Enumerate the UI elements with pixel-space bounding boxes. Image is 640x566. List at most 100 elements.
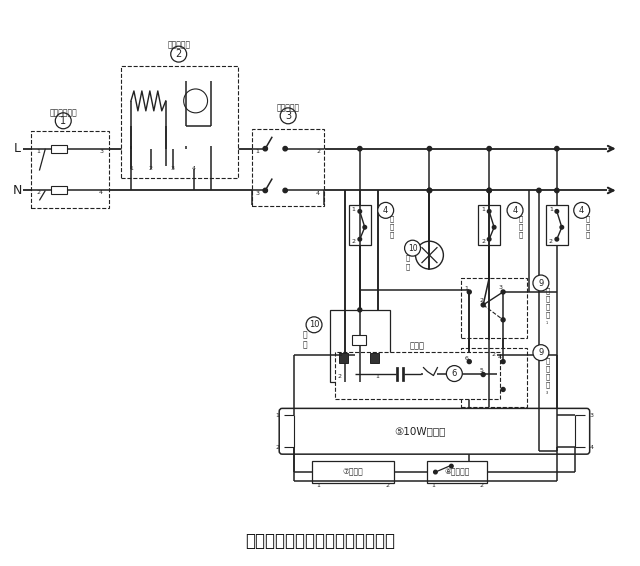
Text: 断: 断 xyxy=(586,215,590,222)
Text: 断: 断 xyxy=(519,215,524,222)
Bar xyxy=(396,367,398,380)
Text: 4: 4 xyxy=(513,206,518,215)
Text: 2: 2 xyxy=(481,239,485,244)
Bar xyxy=(335,351,500,400)
Bar xyxy=(51,186,67,195)
Circle shape xyxy=(358,308,362,312)
Circle shape xyxy=(501,290,505,294)
Bar xyxy=(31,131,109,208)
Circle shape xyxy=(507,203,523,218)
Text: 4: 4 xyxy=(589,445,594,450)
Text: 路: 路 xyxy=(390,223,394,230)
Text: 3: 3 xyxy=(498,285,502,290)
Bar xyxy=(428,461,487,483)
Circle shape xyxy=(487,147,492,151)
Circle shape xyxy=(537,188,541,192)
Text: 双刀胶壳开关: 双刀胶壳开关 xyxy=(49,108,77,117)
Text: 4: 4 xyxy=(579,206,584,215)
Text: 2: 2 xyxy=(386,483,390,488)
Circle shape xyxy=(487,188,492,192)
Circle shape xyxy=(481,372,485,376)
Circle shape xyxy=(404,240,420,256)
Text: 10: 10 xyxy=(308,320,319,329)
Circle shape xyxy=(280,108,296,124)
Text: 2: 2 xyxy=(36,190,40,195)
Text: 灯: 灯 xyxy=(406,255,410,261)
Text: 控: 控 xyxy=(546,365,550,372)
Bar xyxy=(349,205,371,245)
Circle shape xyxy=(560,225,564,229)
Circle shape xyxy=(573,203,589,218)
Bar xyxy=(339,353,348,363)
Circle shape xyxy=(283,147,287,151)
Circle shape xyxy=(488,237,491,241)
Text: 3: 3 xyxy=(589,413,594,418)
Bar xyxy=(461,278,527,338)
Text: 开: 开 xyxy=(546,373,550,380)
Text: 1: 1 xyxy=(431,483,435,488)
Bar xyxy=(330,310,390,381)
Circle shape xyxy=(263,188,268,192)
Text: 断: 断 xyxy=(390,215,394,222)
Bar xyxy=(461,348,527,408)
Text: 座: 座 xyxy=(303,340,307,349)
Bar xyxy=(370,353,379,363)
Text: 6: 6 xyxy=(465,356,468,361)
Circle shape xyxy=(358,209,362,213)
Text: 1: 1 xyxy=(465,286,468,291)
Bar xyxy=(352,335,366,345)
Text: 4: 4 xyxy=(191,166,196,171)
Circle shape xyxy=(555,147,559,151)
Circle shape xyxy=(446,366,462,381)
Text: 1: 1 xyxy=(36,149,40,154)
Circle shape xyxy=(487,188,492,192)
Circle shape xyxy=(415,241,444,269)
Text: 5: 5 xyxy=(479,368,483,373)
Circle shape xyxy=(533,275,549,291)
Circle shape xyxy=(467,359,471,363)
Bar xyxy=(401,367,404,380)
Text: 开: 开 xyxy=(546,303,550,310)
Text: 单相电度表: 单相电度表 xyxy=(167,41,190,50)
FancyBboxPatch shape xyxy=(279,409,589,454)
Text: 路: 路 xyxy=(586,223,590,230)
Text: 2: 2 xyxy=(549,239,553,244)
Text: ⑦镇流器: ⑦镇流器 xyxy=(342,468,364,477)
Text: 双: 双 xyxy=(546,288,550,294)
Circle shape xyxy=(358,147,362,151)
Text: 1: 1 xyxy=(376,374,380,379)
Text: 1: 1 xyxy=(129,166,133,171)
Circle shape xyxy=(555,237,559,241)
Text: 2: 2 xyxy=(149,166,153,171)
Text: 路: 路 xyxy=(519,223,524,230)
Bar xyxy=(546,205,568,245)
Text: ⑤10W日光灯: ⑤10W日光灯 xyxy=(394,426,445,436)
Text: N: N xyxy=(13,184,22,197)
Circle shape xyxy=(306,317,322,333)
Text: 器: 器 xyxy=(586,231,590,238)
Circle shape xyxy=(263,147,268,151)
Text: 1: 1 xyxy=(275,413,279,418)
Circle shape xyxy=(434,470,437,474)
Text: 2: 2 xyxy=(479,483,483,488)
Circle shape xyxy=(492,225,496,229)
Text: 3: 3 xyxy=(99,149,103,154)
Text: 日光灯照明与两控一灯一插座线路: 日光灯照明与两控一灯一插座线路 xyxy=(245,531,395,550)
Text: 插: 插 xyxy=(303,330,307,339)
Text: 器: 器 xyxy=(519,231,524,238)
Text: 关: 关 xyxy=(546,381,550,388)
Circle shape xyxy=(467,290,471,294)
Circle shape xyxy=(363,225,367,229)
Bar xyxy=(121,66,239,178)
Circle shape xyxy=(184,89,207,113)
Text: 6: 6 xyxy=(452,369,457,378)
Circle shape xyxy=(501,388,505,392)
Text: 9: 9 xyxy=(538,278,543,288)
Circle shape xyxy=(555,188,559,192)
Text: 1: 1 xyxy=(352,207,356,212)
Text: 1: 1 xyxy=(549,207,553,212)
Text: L: L xyxy=(14,142,21,155)
Text: 1: 1 xyxy=(338,352,342,357)
Text: 漏电保护器: 漏电保护器 xyxy=(276,104,300,113)
Text: 2: 2 xyxy=(316,149,320,154)
